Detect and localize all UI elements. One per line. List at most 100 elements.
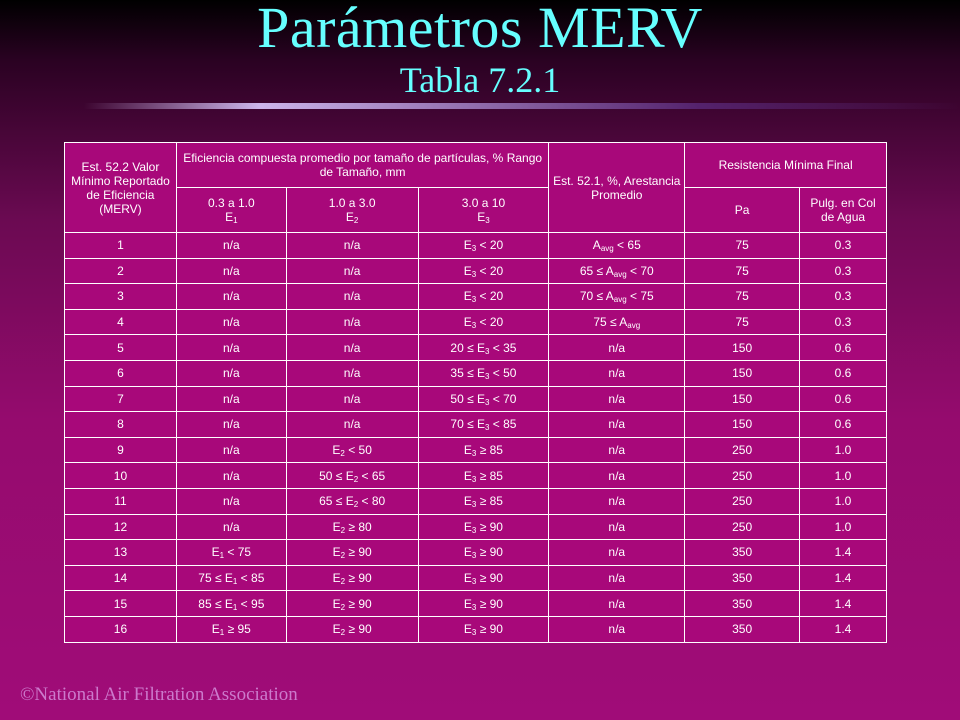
cell-e2: E2 ≥ 90 — [285, 615, 419, 643]
cell-e3: 35 ≤ E3 < 50 — [417, 359, 550, 387]
cell-pa: 75 — [684, 232, 801, 259]
cell-e1: n/a — [175, 513, 287, 541]
cell-inwg: 1.0 — [799, 513, 887, 541]
cell-e3: 70 ≤ E3 < 85 — [417, 411, 550, 438]
cell-merv: 8 — [64, 411, 177, 438]
cell-e1: n/a — [175, 257, 287, 285]
cell-arrestance: n/a — [548, 487, 686, 515]
cell-inwg: 0.3 — [799, 283, 887, 310]
cell-inwg: 1.4 — [799, 615, 887, 643]
cell-e3: E3 ≥ 90 — [417, 513, 550, 541]
cell-e2: n/a — [285, 257, 419, 285]
cell-inwg: 1.4 — [799, 539, 887, 566]
cell-e1: E1 < 75 — [175, 539, 287, 566]
header-efficiency-group: Eficiencia compuesta promedio por tamaño… — [175, 142, 550, 188]
header-resistance-group: Resistencia Mínima Final — [684, 142, 887, 188]
cell-pa: 75 — [684, 257, 801, 285]
cell-e1: 85 ≤ E1 < 95 — [175, 590, 287, 617]
title-divider — [84, 103, 960, 109]
slide-subtitle: Tabla 7.2.1 — [399, 60, 561, 100]
table-row: 11 n/a 65 ≤ E2 < 80 E3 ≥ 85 n/a 250 1.0 — [64, 487, 887, 515]
cell-merv: 4 — [64, 308, 177, 336]
cell-arrestance: n/a — [548, 564, 686, 592]
cell-e2: n/a — [285, 411, 419, 438]
cell-e1: n/a — [175, 232, 287, 259]
header-pa: Pa — [684, 187, 801, 233]
cell-e3: E3 ≥ 85 — [417, 462, 550, 489]
table-row: 5 n/a n/a 20 ≤ E3 < 35 n/a 150 0.6 — [64, 334, 887, 361]
cell-pa: 350 — [684, 539, 801, 566]
cell-e1: 75 ≤ E1 < 85 — [175, 564, 287, 592]
cell-pa: 250 — [684, 436, 801, 464]
table-row: 12 n/a E2 ≥ 80 E3 ≥ 90 n/a 250 1.0 — [64, 513, 887, 541]
cell-e3: E3 ≥ 90 — [417, 590, 550, 617]
cell-arrestance: n/a — [548, 462, 686, 489]
cell-pa: 150 — [684, 385, 801, 413]
cell-inwg: 1.4 — [799, 564, 887, 592]
cell-e1: n/a — [175, 487, 287, 515]
cell-merv: 12 — [64, 513, 177, 541]
header-e1-label: E1 — [225, 210, 238, 225]
cell-merv: 2 — [64, 257, 177, 285]
cell-inwg: 0.6 — [799, 359, 887, 387]
cell-merv: 10 — [64, 462, 177, 489]
header-inwg: Pulg. en Col de Agua — [799, 187, 887, 233]
header-row-1: Est. 52.2 Valor Mínimo Reportado de Efic… — [64, 142, 887, 233]
cell-e2: E2 ≥ 80 — [285, 513, 419, 541]
cell-arrestance: n/a — [548, 539, 686, 566]
cell-e2: n/a — [285, 385, 419, 413]
merv-table: Est. 52.2 Valor Mínimo Reportado de Efic… — [64, 142, 887, 643]
header-e2: 1.0 a 3.0 E2 — [285, 187, 419, 233]
cell-e3: E3 ≥ 90 — [417, 539, 550, 566]
cell-e3: E3 < 20 — [417, 257, 550, 285]
cell-pa: 150 — [684, 334, 801, 361]
cell-inwg: 0.3 — [799, 308, 887, 336]
cell-merv: 16 — [64, 615, 177, 643]
cell-pa: 150 — [684, 359, 801, 387]
table-row: 6 n/a n/a 35 ≤ E3 < 50 n/a 150 0.6 — [64, 359, 887, 387]
cell-e2: E2 ≥ 90 — [285, 590, 419, 617]
cell-merv: 6 — [64, 359, 177, 387]
cell-inwg: 0.3 — [799, 232, 887, 259]
cell-pa: 75 — [684, 283, 801, 310]
header-row-2: 0.3 a 1.0 E1 1.0 a 3.0 E2 3.0 a 10 E3 Pa… — [65, 187, 887, 233]
cell-e2: 50 ≤ E2 < 65 — [285, 462, 419, 489]
cell-arrestance: Aavg < 65 — [548, 232, 686, 259]
cell-pa: 250 — [684, 513, 801, 541]
cell-merv: 9 — [64, 436, 177, 464]
cell-arrestance: n/a — [548, 334, 686, 361]
cell-merv: 13 — [64, 539, 177, 566]
cell-arrestance: n/a — [548, 385, 686, 413]
slide-title: Parámetros MERV — [257, 0, 703, 60]
cell-inwg: 1.0 — [799, 462, 887, 489]
cell-e2: n/a — [285, 283, 419, 310]
cell-inwg: 1.0 — [799, 487, 887, 515]
cell-e3: 50 ≤ E3 < 70 — [417, 385, 550, 413]
cell-pa: 250 — [684, 462, 801, 489]
cell-e3: E3 ≥ 85 — [417, 487, 550, 515]
cell-e1: n/a — [175, 436, 287, 464]
cell-e3: 20 ≤ E3 < 35 — [417, 334, 550, 361]
cell-merv: 5 — [64, 334, 177, 361]
header-e2-label: E2 — [345, 210, 359, 225]
cell-arrestance: n/a — [548, 411, 686, 438]
cell-e2: n/a — [285, 308, 419, 336]
cell-e2: n/a — [285, 232, 419, 259]
cell-merv: 11 — [64, 487, 177, 515]
header-arrestance: Est. 52.1, %, Arestancia Promedio — [548, 142, 686, 233]
cell-merv: 1 — [64, 232, 177, 259]
cell-arrestance: n/a — [548, 359, 686, 387]
header-inwg-line1: Pulg. en Col — [810, 196, 876, 210]
cell-e1: n/a — [175, 308, 287, 336]
header-e2-range: 1.0 a 3.0 — [328, 196, 376, 210]
cell-e1: n/a — [175, 462, 287, 489]
header-merv: Est. 52.2 Valor Mínimo Reportado de Efic… — [64, 142, 177, 233]
cell-e1: n/a — [175, 385, 287, 413]
cell-inwg: 0.6 — [799, 411, 887, 438]
table-row: 15 85 ≤ E1 < 95 E2 ≥ 90 E3 ≥ 90 n/a 350 1.4 — [64, 590, 887, 617]
table-row: 14 75 ≤ E1 < 85 E2 ≥ 90 E3 ≥ 90 n/a 350 1.4 — [64, 564, 887, 592]
cell-pa: 350 — [684, 615, 801, 643]
cell-merv: 14 — [64, 564, 177, 592]
cell-e2: E2 ≥ 90 — [285, 564, 419, 592]
cell-arrestance: n/a — [548, 590, 686, 617]
